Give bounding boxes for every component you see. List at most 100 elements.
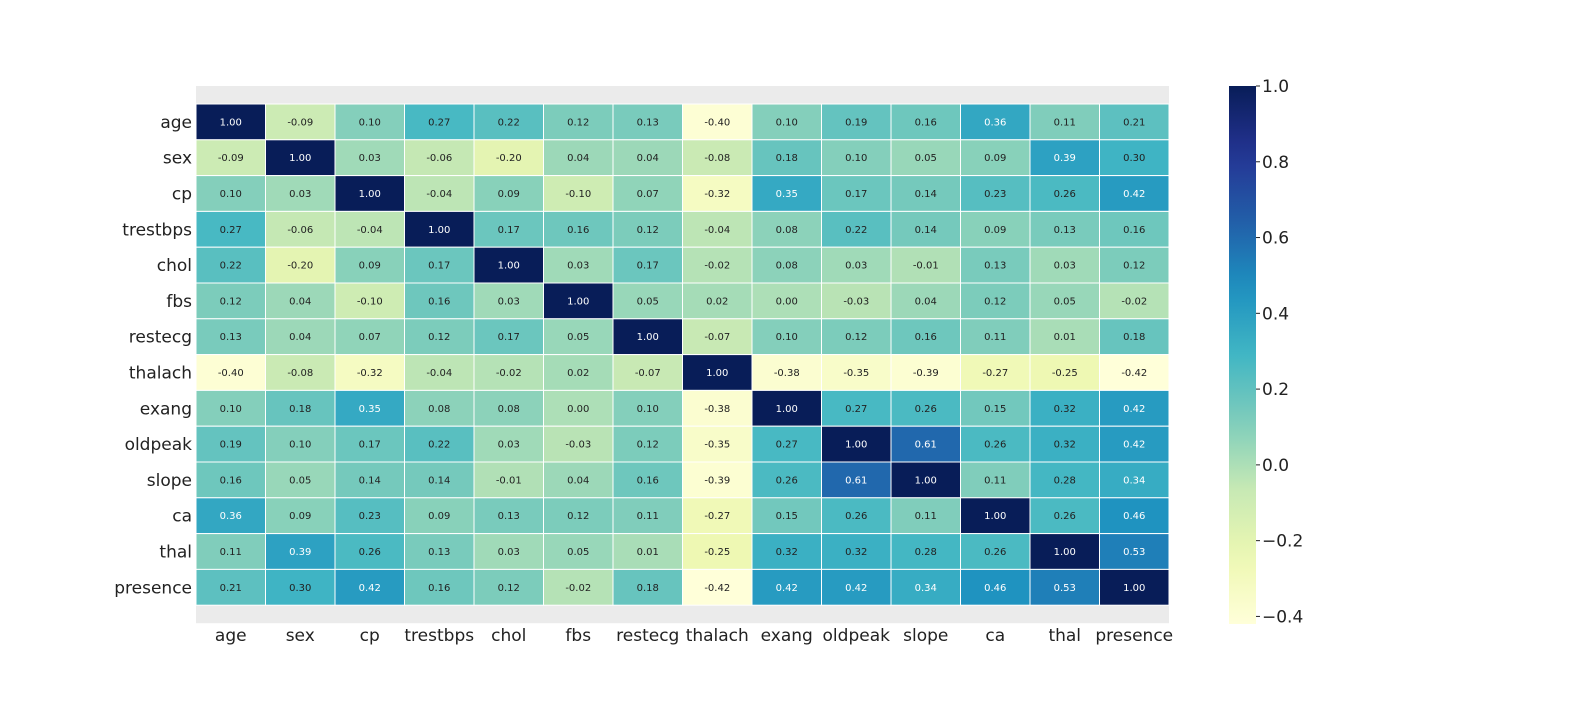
heatmap-cell-cp-presence <box>1099 175 1170 212</box>
cell-value-label: 0.61 <box>845 475 867 486</box>
cell-value-label: 0.02 <box>706 296 728 307</box>
colorbar-tick-label: 0.6 <box>1262 229 1289 249</box>
colorbar-tick-label: 0.4 <box>1262 304 1289 324</box>
cell-value-label: -0.07 <box>704 332 730 343</box>
cell-value-label: 0.09 <box>498 189 520 200</box>
heatmap-cell-exang-presence <box>1099 389 1170 427</box>
heatmap-cell-presence-cp <box>334 568 405 606</box>
cell-value-label: 1.00 <box>289 153 311 164</box>
cell-value-label: 1.00 <box>428 225 450 236</box>
heatmap-cell-presence-ca <box>960 568 1031 606</box>
heatmap-cell-presence-presence <box>1099 568 1170 606</box>
heatmap-cell-restecg-age <box>195 318 266 356</box>
x-tick-label: slope <box>903 626 948 646</box>
heatmap-cell-slope-sex <box>265 461 336 499</box>
heatmap-cell-fbs-ca <box>960 282 1031 320</box>
cell-value-label: 0.39 <box>1054 153 1076 164</box>
colorbar-tick-labels: 1.0 0.8 0.6 0.4 0.2 0.0 −0.2 −0.4 <box>1256 77 1303 627</box>
cell-value-label: 0.15 <box>776 511 798 522</box>
cell-value-label: 0.46 <box>984 583 1006 594</box>
cell-value-label: 0.11 <box>637 511 659 522</box>
cell-value-label: 0.17 <box>428 261 450 272</box>
cell-value-label: 0.36 <box>220 511 242 522</box>
heatmap-cell-cp-cp <box>334 175 405 212</box>
cell-value-label: 0.53 <box>1054 583 1076 594</box>
cell-value-label: 0.15 <box>984 404 1006 415</box>
cell-value-label: 0.05 <box>289 475 311 486</box>
heatmap-cell-slope-exang <box>751 461 822 499</box>
heatmap-cell-trestbps-presence <box>1099 210 1170 248</box>
heatmap-cell-fbs-sex <box>265 282 336 320</box>
heatmap-cell-chol-exang <box>751 246 822 284</box>
cell-value-label: 0.61 <box>915 440 937 451</box>
cell-value-label: 0.10 <box>776 332 798 343</box>
x-tick-label: fbs <box>565 626 591 646</box>
heatmap-cell-exang-thal <box>1029 389 1100 427</box>
cell-value-label: 1.00 <box>567 296 589 307</box>
heatmap-cell-trestbps-oldpeak <box>821 210 892 248</box>
heatmap-cell-presence-thalach <box>682 568 753 606</box>
cell-value-label: 0.42 <box>359 583 381 594</box>
heatmap-value-labels: 1.00 -0.09 0.10 0.27 0.22 0.12 0.13 -0.40 0.10 0.… <box>218 117 1147 593</box>
heatmap-cell-trestbps-thalach <box>682 210 753 248</box>
heatmap-cell-trestbps-age <box>195 210 266 248</box>
cell-value-label: 0.26 <box>984 440 1006 451</box>
heatmap-cell-sex-restecg <box>612 139 683 177</box>
cell-value-label: 0.07 <box>359 332 381 343</box>
cell-value-label: 0.09 <box>984 225 1006 236</box>
heatmap-cell-trestbps-sex <box>265 210 336 248</box>
cell-value-label: 0.16 <box>567 225 589 236</box>
cell-value-label: 0.04 <box>289 332 311 343</box>
cell-value-label: -0.04 <box>426 368 452 379</box>
x-tick-label: restecg <box>616 626 679 646</box>
cell-value-label: 0.13 <box>637 117 659 128</box>
cell-value-label: 0.10 <box>220 404 242 415</box>
heatmap-cell-restecg-restecg <box>612 318 683 356</box>
heatmap-cell-age-thalach <box>682 103 753 141</box>
cell-value-label: 0.26 <box>984 547 1006 558</box>
heatmap-cell-trestbps-trestbps <box>404 210 475 248</box>
cell-value-label: 0.16 <box>637 475 659 486</box>
cell-value-label: 0.05 <box>567 547 589 558</box>
y-tick-label: cp <box>172 185 192 205</box>
y-tick-label: slope <box>147 471 192 491</box>
heatmap-cell-thal-slope <box>890 533 961 570</box>
y-tick-label: thal <box>159 543 192 563</box>
cell-value-label: 0.10 <box>776 117 798 128</box>
cell-value-label: 0.09 <box>359 261 381 272</box>
heatmap-cell-restecg-chol <box>473 318 544 356</box>
cell-value-label: 1.00 <box>637 332 659 343</box>
y-axis-tick-labels: age sex cp trestbps chol fbs restecg thalach exa… <box>114 113 192 598</box>
cell-value-label: 0.10 <box>845 153 867 164</box>
cell-value-label: 0.39 <box>289 547 311 558</box>
cell-value-label: 0.42 <box>1123 404 1145 415</box>
cell-value-label: -0.25 <box>704 547 730 558</box>
cell-value-label: -0.04 <box>357 225 383 236</box>
cell-value-label: 0.12 <box>498 583 520 594</box>
cell-value-label: 1.00 <box>845 440 867 451</box>
cell-value-label: -0.39 <box>913 368 939 379</box>
cell-value-label: 0.08 <box>428 404 450 415</box>
heatmap-cell-chol-sex <box>265 246 336 284</box>
cell-value-label: 0.13 <box>428 547 450 558</box>
cell-value-label: -0.08 <box>287 368 313 379</box>
cell-value-label: 0.03 <box>845 261 867 272</box>
cell-value-label: 0.13 <box>498 511 520 522</box>
cell-value-label: 0.27 <box>428 117 450 128</box>
colorbar-tick-label: 0.8 <box>1262 153 1289 173</box>
heatmap-cell-thal-restecg <box>612 533 683 570</box>
cell-value-label: -0.38 <box>704 404 730 415</box>
y-tick-label: ca <box>172 507 192 527</box>
colorbar-tick-label: −0.4 <box>1262 607 1303 627</box>
heatmap-cell-chol-cp <box>334 246 405 284</box>
cell-value-label: 0.32 <box>776 547 798 558</box>
cell-value-label: 0.07 <box>637 189 659 200</box>
cell-value-label: -0.07 <box>635 368 661 379</box>
heatmap-cell-trestbps-restecg <box>612 210 683 248</box>
heatmap-cell-age-cp <box>334 103 405 141</box>
cell-value-label: 0.13 <box>1054 225 1076 236</box>
cell-value-label: 1.00 <box>498 261 520 272</box>
heatmap-cell-sex-chol <box>473 139 544 177</box>
heatmap-cell-age-ca <box>960 103 1031 141</box>
cell-value-label: 0.11 <box>1054 117 1076 128</box>
